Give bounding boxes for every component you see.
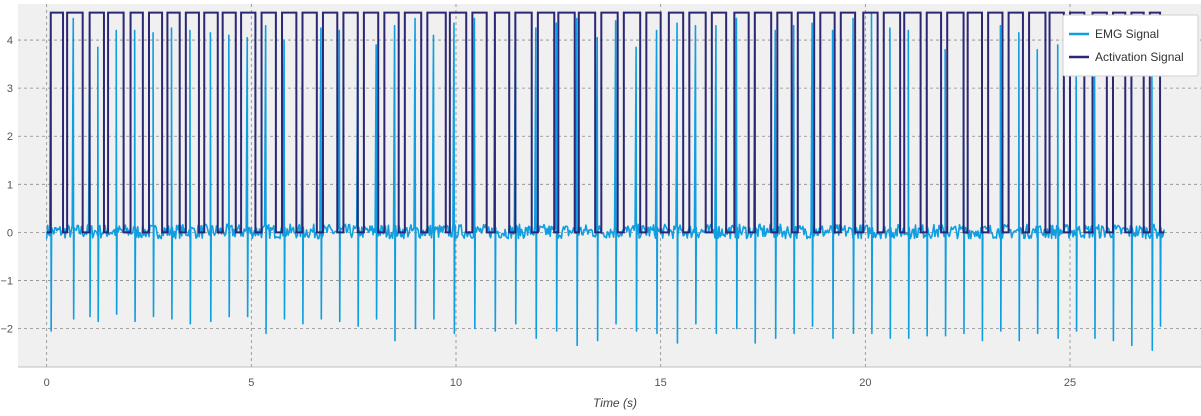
legend[interactable]: EMG Signal Activation Signal [1062,14,1199,77]
x-tick-label: 5 [248,377,254,389]
x-tick-label: 0 [44,377,50,389]
y-tick-label: 1 [7,179,13,191]
x-axis-title: Time (s) [593,396,637,410]
x-tick-label: 15 [655,377,667,389]
x-tick-label: 20 [859,377,871,389]
legend-box [1062,14,1199,77]
x-tick-label: 10 [450,377,462,389]
y-tick-label: 4 [7,35,13,47]
y-tick-label: 2 [7,131,13,143]
legend-label-activation-signal: Activation Signal [1095,50,1184,64]
x-tick-label: 25 [1064,377,1076,389]
tick-labels: 0 5 10 15 20 25 −2 −1 0 1 2 3 4 [0,35,1076,389]
plot-area-background [18,4,1201,367]
y-tick-label: 3 [7,83,13,95]
series-layer [45,11,1165,351]
y-tick-label: −1 [0,275,13,287]
series-line-emg-signal [45,12,1165,351]
legend-label-emg-signal: EMG Signal [1095,27,1159,41]
series-line-activation-signal [46,11,1165,234]
y-tick-label: −2 [0,324,13,336]
y-tick-label: 0 [7,227,13,239]
